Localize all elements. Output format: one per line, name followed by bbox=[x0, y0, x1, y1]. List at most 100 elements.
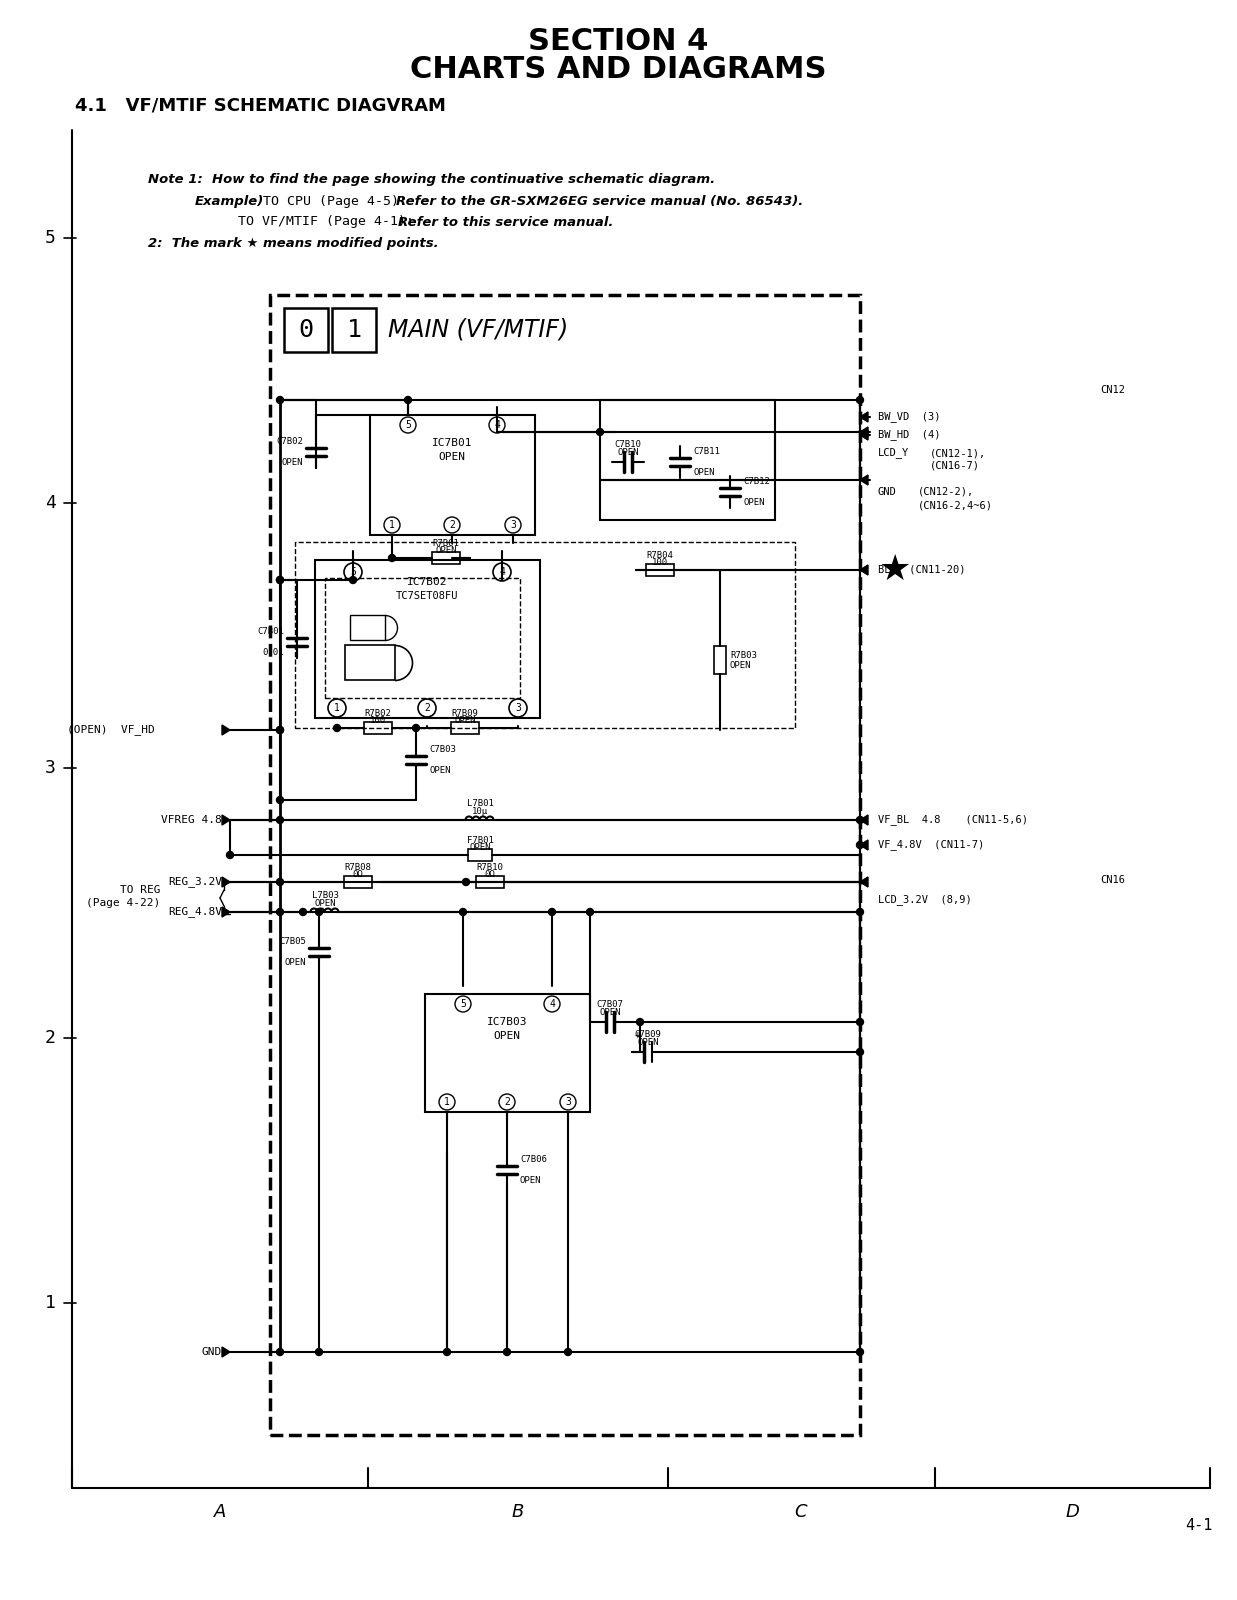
Circle shape bbox=[350, 576, 356, 584]
Text: 2:  The mark ★ means modified points.: 2: The mark ★ means modified points. bbox=[148, 237, 439, 251]
Text: 2: 2 bbox=[503, 1098, 510, 1107]
Circle shape bbox=[856, 816, 863, 824]
Text: TO VF/MTIF (Page 4-1):: TO VF/MTIF (Page 4-1): bbox=[238, 216, 430, 229]
Text: (CN16-7): (CN16-7) bbox=[930, 461, 980, 470]
Bar bbox=[285, 307, 328, 352]
Text: BW_HD  (4): BW_HD (4) bbox=[878, 429, 940, 440]
Polygon shape bbox=[221, 907, 230, 917]
Text: 3: 3 bbox=[510, 520, 516, 530]
Bar bbox=[370, 414, 534, 534]
Circle shape bbox=[548, 909, 555, 915]
Text: 1: 1 bbox=[346, 318, 361, 342]
Text: VF_BL  4.8    (CN11-5,6): VF_BL 4.8 (CN11-5,6) bbox=[878, 814, 1028, 826]
Text: 1: 1 bbox=[45, 1294, 56, 1312]
Text: C7B12: C7B12 bbox=[743, 477, 769, 486]
Text: 100: 100 bbox=[652, 558, 668, 566]
Text: OPEN: OPEN bbox=[314, 899, 335, 909]
Text: OPEN: OPEN bbox=[438, 451, 465, 462]
Text: VFREG 4.8: VFREG 4.8 bbox=[161, 814, 221, 826]
Circle shape bbox=[404, 397, 412, 403]
Text: 1: 1 bbox=[390, 520, 395, 530]
Circle shape bbox=[503, 1349, 511, 1355]
Bar bbox=[315, 560, 541, 718]
Text: L7B01: L7B01 bbox=[466, 798, 494, 808]
Circle shape bbox=[277, 397, 283, 403]
Text: C7B06: C7B06 bbox=[520, 1155, 547, 1165]
Text: OPEN: OPEN bbox=[637, 1038, 659, 1046]
Text: 3: 3 bbox=[515, 702, 521, 714]
Text: OPEN: OPEN bbox=[494, 1030, 521, 1042]
Circle shape bbox=[226, 851, 234, 859]
Text: TC7SET08FU: TC7SET08FU bbox=[396, 590, 458, 602]
Circle shape bbox=[596, 429, 604, 435]
Bar bbox=[325, 578, 520, 698]
Text: C7B05: C7B05 bbox=[280, 938, 306, 946]
Text: OPEN: OPEN bbox=[743, 498, 764, 507]
Circle shape bbox=[586, 909, 594, 915]
Text: IC7B01: IC7B01 bbox=[432, 438, 473, 448]
Text: 2: 2 bbox=[45, 1029, 56, 1046]
Text: 0: 0 bbox=[298, 318, 313, 342]
Text: A: A bbox=[214, 1502, 226, 1522]
Polygon shape bbox=[860, 427, 868, 437]
Circle shape bbox=[277, 726, 283, 733]
Polygon shape bbox=[860, 814, 868, 826]
Text: TO CPU (Page 4-5):: TO CPU (Page 4-5): bbox=[263, 195, 414, 208]
Text: 10μ: 10μ bbox=[473, 806, 489, 816]
Circle shape bbox=[856, 1019, 863, 1026]
Text: TO REG: TO REG bbox=[120, 885, 160, 894]
Text: R7B09: R7B09 bbox=[452, 709, 479, 718]
Circle shape bbox=[412, 725, 419, 731]
Text: 4: 4 bbox=[494, 419, 500, 430]
Text: 4: 4 bbox=[499, 566, 505, 578]
Text: 3: 3 bbox=[565, 1098, 571, 1107]
Text: C7B01: C7B01 bbox=[257, 627, 285, 635]
Text: 3: 3 bbox=[45, 758, 56, 778]
Text: B: B bbox=[512, 1502, 524, 1522]
Text: 5: 5 bbox=[404, 419, 411, 430]
Text: REG_4.8V: REG_4.8V bbox=[168, 907, 221, 917]
Text: C7B07: C7B07 bbox=[596, 1000, 623, 1010]
Text: R7B08: R7B08 bbox=[345, 862, 371, 872]
Polygon shape bbox=[860, 877, 868, 886]
Circle shape bbox=[277, 576, 283, 584]
Text: SECTION 4: SECTION 4 bbox=[528, 27, 709, 56]
Text: Example): Example) bbox=[195, 195, 265, 208]
Bar bbox=[332, 307, 376, 352]
Text: 2: 2 bbox=[449, 520, 455, 530]
Circle shape bbox=[856, 909, 863, 915]
Bar bbox=[350, 614, 385, 640]
Circle shape bbox=[277, 797, 283, 803]
Text: BW_VD  (3): BW_VD (3) bbox=[878, 411, 940, 422]
Text: 5: 5 bbox=[45, 229, 56, 246]
Text: MAIN (VF/MTIF): MAIN (VF/MTIF) bbox=[388, 318, 568, 342]
Text: C: C bbox=[794, 1502, 808, 1522]
Bar bbox=[468, 850, 492, 861]
Bar bbox=[714, 646, 726, 674]
Text: (Page 4-22): (Page 4-22) bbox=[85, 898, 160, 909]
Circle shape bbox=[856, 1349, 863, 1355]
Text: 0.01: 0.01 bbox=[262, 648, 285, 658]
Text: R7B10: R7B10 bbox=[476, 862, 503, 872]
Text: 4: 4 bbox=[45, 494, 56, 512]
Polygon shape bbox=[860, 430, 868, 440]
Circle shape bbox=[334, 725, 340, 731]
Text: (CN12-2),: (CN12-2), bbox=[918, 486, 975, 498]
Text: LCD_Y: LCD_Y bbox=[878, 448, 909, 459]
Circle shape bbox=[388, 555, 396, 562]
Text: 1: 1 bbox=[444, 1098, 450, 1107]
Polygon shape bbox=[860, 411, 868, 422]
Text: (CN16-2,4~6): (CN16-2,4~6) bbox=[918, 499, 993, 510]
Polygon shape bbox=[221, 814, 230, 826]
Bar bbox=[270, 294, 860, 1435]
Circle shape bbox=[277, 1349, 283, 1355]
Text: Note 1:  How to find the page showing the continuative schematic diagram.: Note 1: How to find the page showing the… bbox=[148, 173, 715, 187]
Circle shape bbox=[315, 1349, 323, 1355]
Bar bbox=[646, 565, 674, 576]
Circle shape bbox=[856, 842, 863, 848]
Text: Refer to the GR-SXM26EG service manual (No. 86543).: Refer to the GR-SXM26EG service manual (… bbox=[396, 195, 803, 208]
Text: C7B03: C7B03 bbox=[429, 746, 456, 754]
Circle shape bbox=[856, 1048, 863, 1056]
Text: C7B10: C7B10 bbox=[615, 440, 642, 450]
Text: 4: 4 bbox=[549, 998, 555, 1010]
